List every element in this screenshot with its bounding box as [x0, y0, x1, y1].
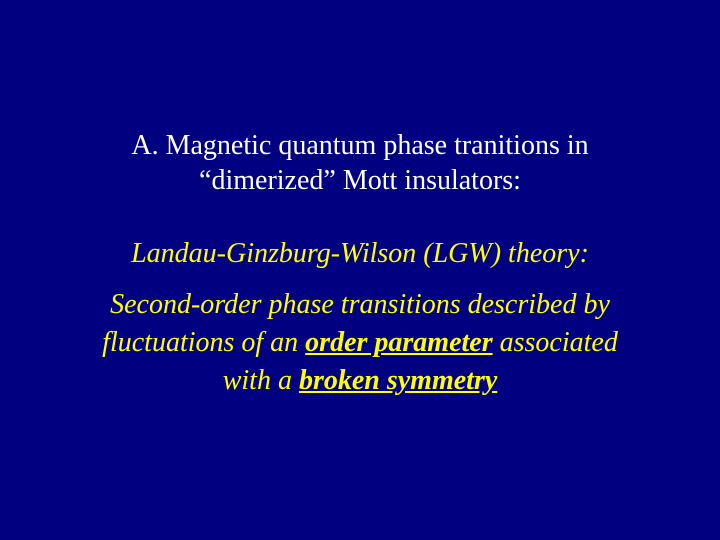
- slide-content: A. Magnetic quantum phase tranitions in …: [70, 128, 650, 400]
- slide: A. Magnetic quantum phase tranitions in …: [0, 0, 720, 540]
- title-line-2: “dimerized” Mott insulators:: [199, 165, 521, 196]
- slide-title: A. Magnetic quantum phase tranitions in …: [70, 128, 650, 198]
- body-emphasis-broken-symmetry: broken symmetry: [299, 365, 497, 396]
- slide-subtitle: Landau-Ginzburg-Wilson (LGW) theory:: [70, 236, 650, 272]
- title-line-1: A. Magnetic quantum phase tranitions in: [131, 130, 588, 161]
- slide-body: Second-order phase transitions described…: [70, 286, 650, 399]
- body-emphasis-order-parameter: order parameter: [305, 327, 492, 358]
